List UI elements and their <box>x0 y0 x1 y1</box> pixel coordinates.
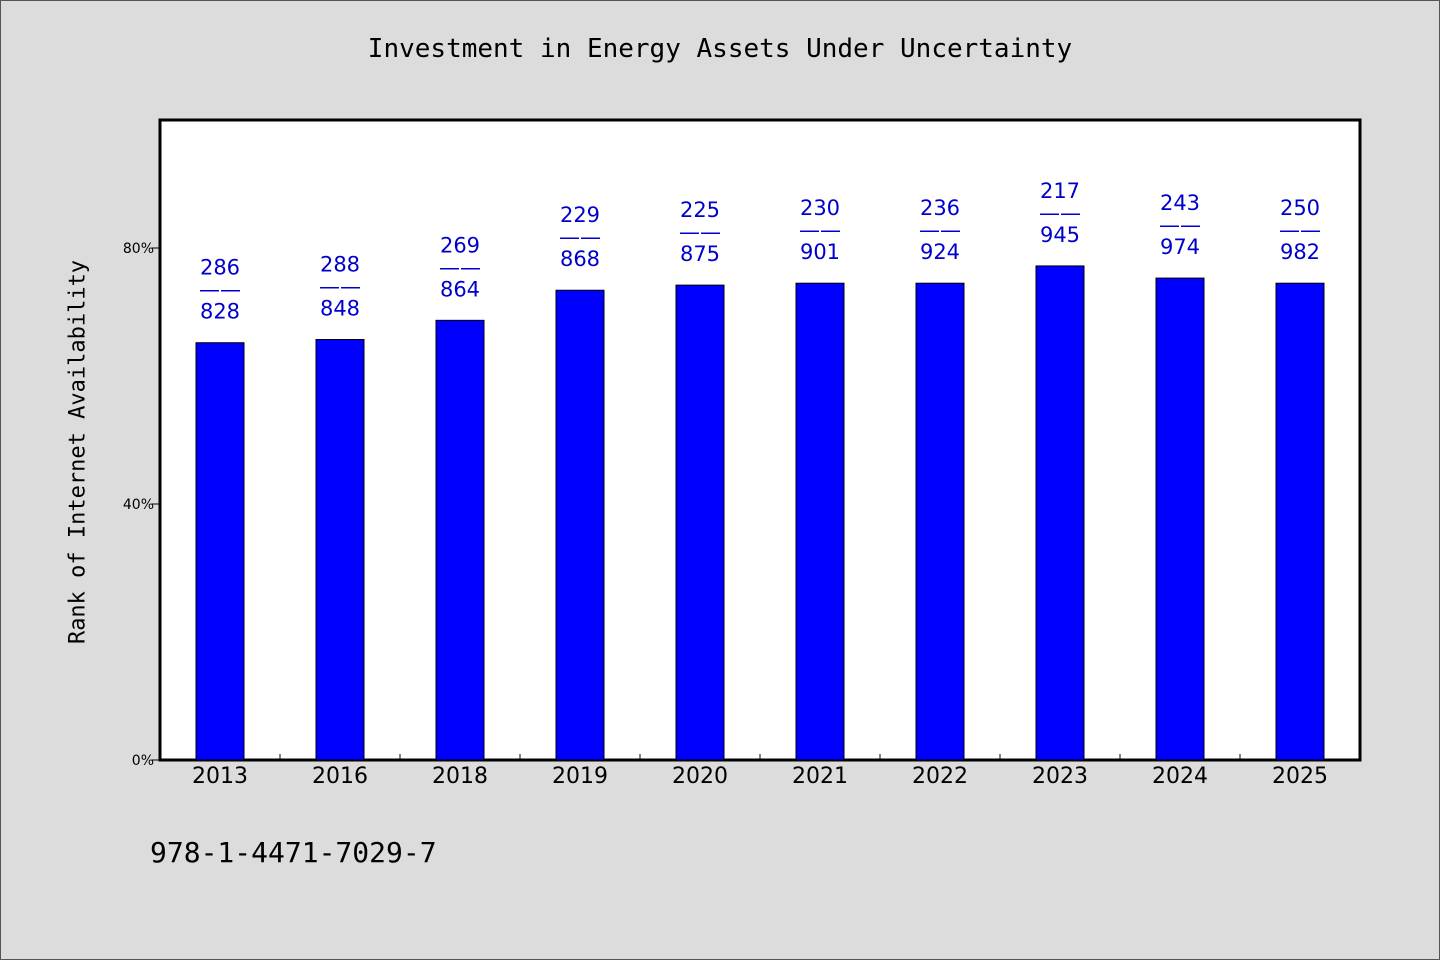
bar <box>195 342 245 761</box>
y-axis: 0% 40% 80% <box>123 241 160 769</box>
bar <box>1275 282 1325 761</box>
bar <box>675 284 725 761</box>
bar <box>1035 265 1085 761</box>
y-tick-label: 0% <box>132 753 154 769</box>
x-tick-label: 2016 <box>312 764 368 789</box>
x-tick-label: 2022 <box>912 764 968 789</box>
bar-series <box>195 265 1325 761</box>
data-label-separator: —— <box>559 225 601 249</box>
x-axis: 2013 2016 2018 2019 2020 2021 2022 2023 2024 2025 <box>192 754 1328 789</box>
y-tick-label: 40% <box>123 497 154 513</box>
data-label-separator: —— <box>919 218 961 242</box>
data-label: 230 <box>800 196 840 220</box>
chart-title: Investment in Energy Assets Under Uncert… <box>367 34 1073 64</box>
bar <box>315 339 365 761</box>
x-tick-label: 2025 <box>1272 764 1328 789</box>
data-label-separator: —— <box>199 278 241 302</box>
data-label-separator: —— <box>1279 218 1321 242</box>
bar <box>435 319 485 761</box>
data-label: 864 <box>440 277 480 301</box>
bar <box>795 282 845 761</box>
data-label: 974 <box>1160 235 1200 259</box>
x-tick-label: 2023 <box>1032 764 1088 789</box>
x-tick-label: 2024 <box>1152 764 1208 789</box>
data-label-separator: —— <box>1159 213 1201 237</box>
x-tick-label: 2021 <box>792 764 848 789</box>
data-label: 217 <box>1040 179 1080 203</box>
data-label: 901 <box>800 240 840 264</box>
x-tick-label: 2019 <box>552 764 608 789</box>
data-label: 924 <box>920 240 960 264</box>
data-labels: 286——828288——848269——864229——868225——875… <box>199 179 1321 324</box>
data-label: 945 <box>1040 223 1080 247</box>
data-label-separator: —— <box>439 255 481 279</box>
data-label-separator: —— <box>679 220 721 244</box>
data-label: 229 <box>560 203 600 227</box>
data-label: 269 <box>440 233 480 257</box>
data-label: 848 <box>320 297 360 321</box>
bar <box>915 282 965 761</box>
data-label-separator: —— <box>1039 201 1081 225</box>
data-label: 286 <box>200 256 240 280</box>
data-label: 250 <box>1280 196 1320 220</box>
data-label: 288 <box>320 253 360 277</box>
data-label-separator: —— <box>799 218 841 242</box>
isbn-note: 978-1-4471-7029-7 <box>150 836 437 869</box>
data-label: 225 <box>680 198 720 222</box>
bar <box>1155 277 1205 761</box>
x-tick-label: 2013 <box>192 764 248 789</box>
data-label: 868 <box>560 247 600 271</box>
x-tick-label: 2018 <box>432 764 488 789</box>
data-label: 875 <box>680 242 720 266</box>
data-label: 243 <box>1160 191 1200 215</box>
y-tick-label: 80% <box>123 241 154 257</box>
data-label: 982 <box>1280 240 1320 264</box>
data-label: 236 <box>920 196 960 220</box>
data-label: 828 <box>200 300 240 324</box>
data-label-separator: —— <box>319 275 361 299</box>
x-tick-label: 2020 <box>672 764 728 789</box>
bar <box>555 289 605 761</box>
